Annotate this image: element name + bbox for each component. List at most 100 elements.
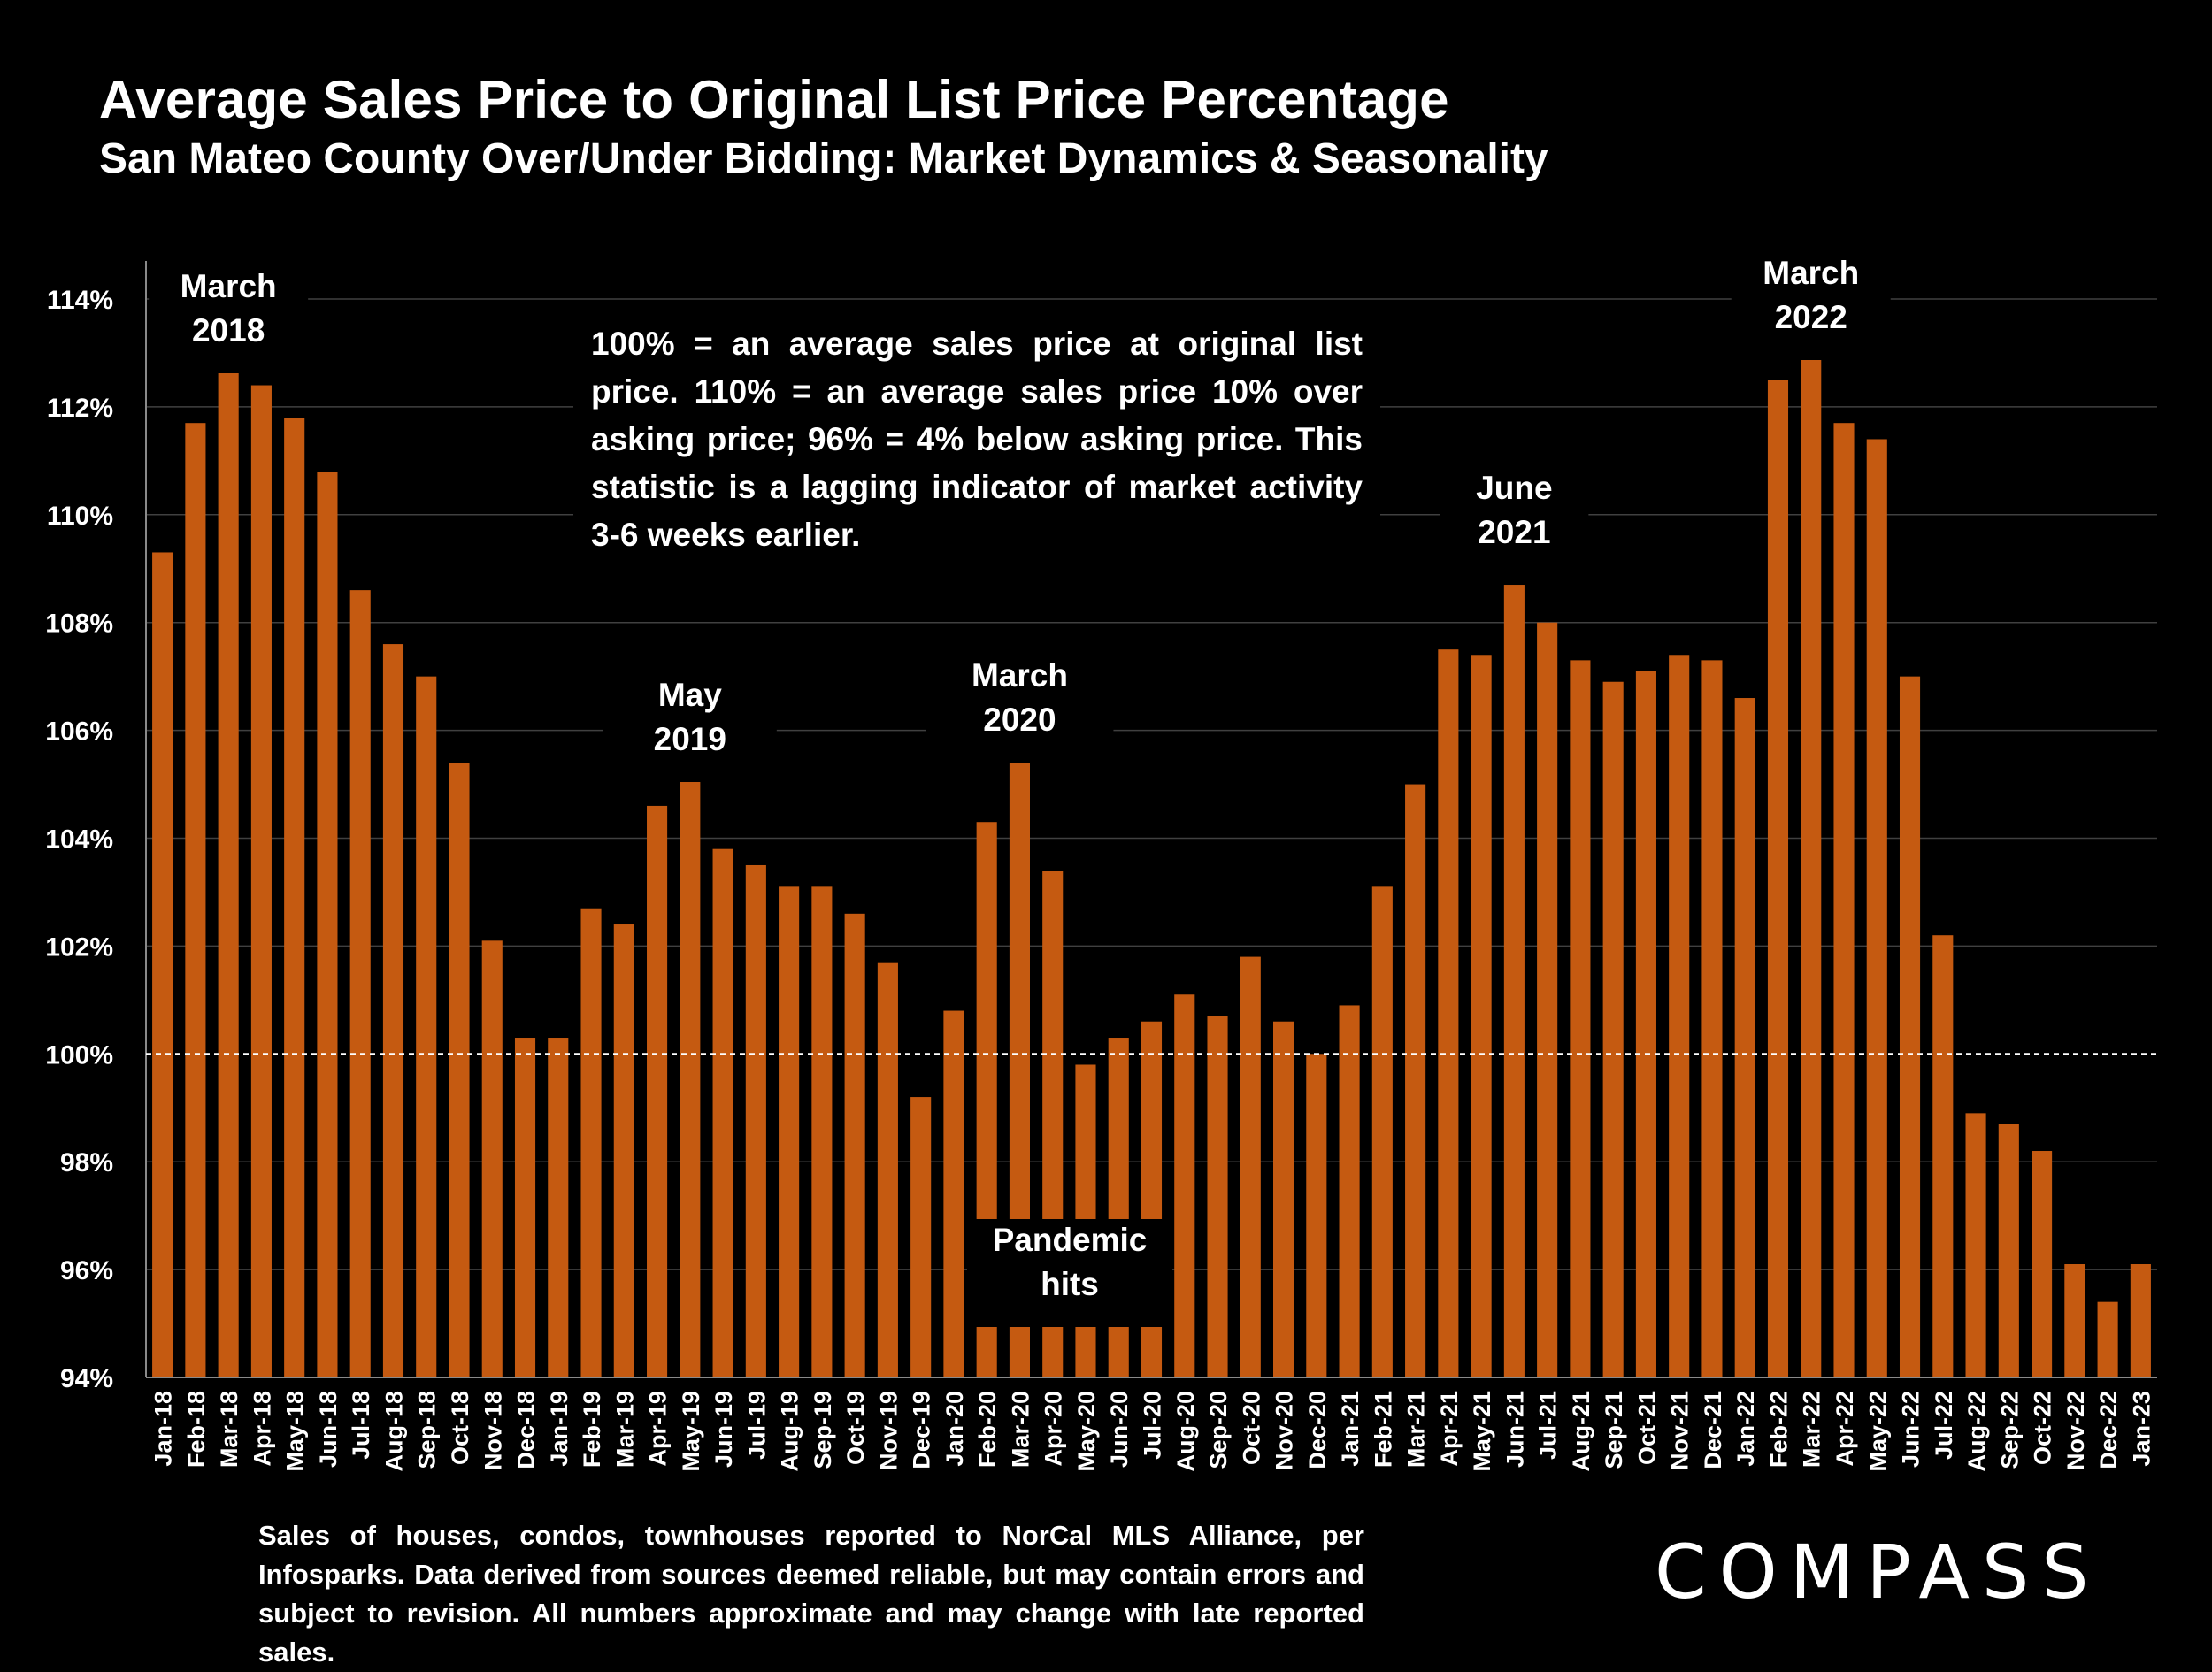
note-box bbox=[573, 315, 1380, 564]
x-tick-label: Apr-20 bbox=[1041, 1391, 1067, 1467]
bar bbox=[548, 1038, 569, 1377]
note-text: 100% = an average sales price at origina… bbox=[591, 326, 1363, 553]
x-tick-label: Nov-18 bbox=[480, 1391, 506, 1470]
bar bbox=[1602, 681, 1624, 1377]
x-tick-label: Dec-21 bbox=[1700, 1391, 1726, 1469]
annotation-text: hits bbox=[1041, 1266, 1099, 1302]
annotation-label: March 2020 bbox=[926, 655, 1114, 763]
x-tick-label: Aug-22 bbox=[1963, 1391, 1990, 1472]
x-tick-label: Sep-22 bbox=[1996, 1391, 2023, 1469]
annotation-label: March 2022 bbox=[1731, 252, 1891, 360]
x-tick-label: Aug-21 bbox=[1568, 1391, 1594, 1472]
y-tick-label: 100% bbox=[45, 1040, 113, 1070]
bar bbox=[680, 778, 701, 1377]
annotation-box bbox=[967, 1219, 1172, 1327]
x-tick-label: May-21 bbox=[1469, 1391, 1495, 1472]
bar bbox=[1965, 1113, 1986, 1377]
x-tick-label: Nov-22 bbox=[2062, 1391, 2089, 1470]
y-tick-label: 104% bbox=[45, 825, 113, 855]
bar bbox=[1339, 1005, 1360, 1377]
y-tick-label: 96% bbox=[60, 1256, 113, 1285]
x-tick-label: Mar-22 bbox=[1799, 1391, 1825, 1468]
annotation-text: March bbox=[972, 657, 1068, 694]
x-tick-label: Mar-18 bbox=[216, 1391, 242, 1468]
y-tick-label: 110% bbox=[47, 502, 113, 531]
x-tick-label: Jun-22 bbox=[1898, 1391, 1924, 1468]
x-tick-label: Jan-19 bbox=[546, 1391, 572, 1467]
x-tick-label: Dec-19 bbox=[909, 1391, 935, 1469]
x-tick-label: Sep-21 bbox=[1601, 1391, 1627, 1469]
bar bbox=[1734, 698, 1755, 1377]
bar bbox=[250, 385, 272, 1377]
annotation-label: Pandemic hits bbox=[967, 1219, 1172, 1327]
x-tick-label: Jun-18 bbox=[315, 1391, 342, 1468]
x-tick-label: Mar-21 bbox=[1403, 1391, 1430, 1468]
note-text-container: 100% = an average sales price at origina… bbox=[591, 326, 1363, 553]
x-tick-label: May-22 bbox=[1864, 1391, 1891, 1472]
x-tick-label: Oct-18 bbox=[447, 1391, 473, 1465]
bar bbox=[1272, 1021, 1294, 1377]
annotation-box bbox=[926, 655, 1114, 763]
chart-title: Average Sales Price to Original List Pri… bbox=[99, 70, 1449, 129]
annotation-box bbox=[1731, 252, 1891, 360]
compass-logo: COMPASS bbox=[1655, 1529, 2101, 1615]
bar bbox=[811, 886, 833, 1377]
x-tick-label: Apr-21 bbox=[1436, 1391, 1463, 1467]
x-tick-label: Sep-20 bbox=[1205, 1391, 1232, 1469]
annotation-text: March bbox=[180, 268, 277, 304]
x-tick-label: Apr-19 bbox=[645, 1391, 672, 1467]
x-tick-label: Jan-18 bbox=[150, 1391, 177, 1467]
x-tick-label: Oct-19 bbox=[842, 1391, 869, 1465]
bar bbox=[349, 590, 371, 1377]
x-tick-label: Jun-21 bbox=[1502, 1391, 1528, 1468]
bar bbox=[844, 913, 865, 1377]
x-tick-label: Jun-20 bbox=[1106, 1391, 1133, 1468]
x-tick-label: Dec-20 bbox=[1304, 1391, 1331, 1469]
bar bbox=[1833, 423, 1855, 1377]
bar bbox=[647, 805, 668, 1377]
annotation-label: May 2019 bbox=[603, 674, 777, 782]
bar bbox=[514, 1038, 536, 1377]
bar bbox=[1701, 660, 1723, 1377]
bar bbox=[1932, 935, 1954, 1377]
bar bbox=[1174, 994, 1195, 1377]
x-tick-label: Nov-21 bbox=[1667, 1391, 1694, 1470]
bar bbox=[943, 1010, 964, 1377]
x-tick-label: Dec-22 bbox=[2095, 1391, 2122, 1469]
x-tick-label: May-19 bbox=[678, 1391, 704, 1472]
bar bbox=[1240, 956, 1261, 1377]
bar bbox=[2097, 1301, 2118, 1377]
x-tick-label: Sep-18 bbox=[414, 1391, 441, 1469]
annotation-text: March bbox=[1763, 255, 1859, 291]
bar bbox=[416, 676, 437, 1377]
bar bbox=[1669, 655, 1690, 1377]
x-tick-label: Aug-18 bbox=[380, 1391, 407, 1472]
annotation-box bbox=[603, 674, 777, 782]
annotation-text: Pandemic bbox=[993, 1222, 1148, 1258]
bar bbox=[1207, 1016, 1228, 1377]
x-tick-label: Jan-20 bbox=[941, 1391, 968, 1467]
x-tick-label: Jul-22 bbox=[1931, 1391, 1957, 1460]
annotation-text: 2019 bbox=[654, 721, 726, 757]
x-tick-label: Mar-19 bbox=[611, 1391, 638, 1468]
bar bbox=[2032, 1151, 2053, 1377]
bar bbox=[1537, 622, 1558, 1377]
x-tick-label: Jun-19 bbox=[710, 1391, 737, 1468]
x-tick-label: Apr-22 bbox=[1832, 1391, 1858, 1467]
bar bbox=[1866, 439, 1887, 1378]
bar bbox=[877, 962, 898, 1377]
x-tick-label: Aug-20 bbox=[1172, 1391, 1199, 1472]
y-tick-label: 102% bbox=[45, 932, 113, 962]
annotation-text: 2018 bbox=[192, 312, 265, 349]
x-tick-label: Feb-20 bbox=[974, 1391, 1001, 1468]
bar bbox=[1306, 1054, 1327, 1377]
bar bbox=[1371, 886, 1393, 1377]
annotation-text: 2022 bbox=[1775, 299, 1847, 335]
bar bbox=[1899, 676, 1921, 1377]
x-tick-label: Jul-19 bbox=[743, 1391, 770, 1460]
source-footnote: Sales of houses, condos, townhouses repo… bbox=[258, 1520, 1364, 1668]
bar bbox=[152, 552, 173, 1377]
x-tick-label: May-18 bbox=[282, 1391, 309, 1472]
bar bbox=[284, 418, 305, 1378]
